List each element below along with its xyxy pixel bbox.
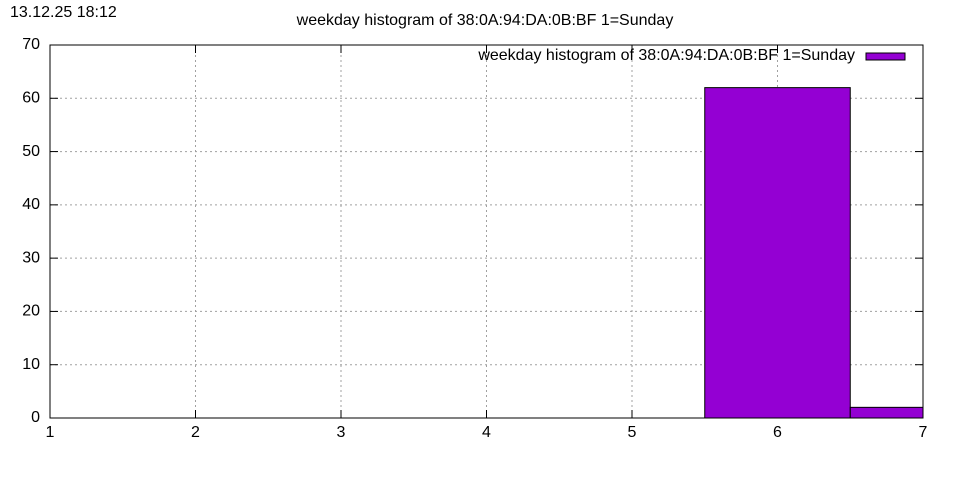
x-tick-label: 3: [337, 424, 346, 441]
bars: [704, 87, 923, 418]
y-tick-label: 40: [22, 196, 40, 213]
chart-title: weekday histogram of 38:0A:94:DA:0B:BF 1…: [296, 12, 674, 29]
bar: [849, 406, 923, 418]
x-tick-label: 4: [482, 424, 491, 441]
timestamp: 13.12.25 18:12: [10, 4, 117, 21]
y-tick-label: 10: [22, 356, 40, 373]
legend: weekday histogram of 38:0A:94:DA:0B:BF 1…: [477, 47, 906, 64]
x-tick-label: 7: [919, 424, 928, 441]
x-tick-label: 6: [773, 424, 782, 441]
x-tick-label: 2: [191, 424, 200, 441]
x-tick-label: 1: [46, 424, 55, 441]
legend-swatch: [865, 52, 906, 61]
y-tick-label: 30: [22, 249, 40, 266]
x-tick-label: 5: [628, 424, 637, 441]
y-tick-label: 60: [22, 90, 40, 107]
legend-label: weekday histogram of 38:0A:94:DA:0B:BF 1…: [477, 47, 855, 64]
y-tick-label: 70: [22, 36, 40, 53]
y-tick-label: 0: [31, 409, 40, 426]
y-tick-label: 20: [22, 303, 40, 320]
y-tick-label: 50: [22, 143, 40, 160]
plot-border: [49, 44, 924, 419]
bar: [704, 87, 851, 418]
